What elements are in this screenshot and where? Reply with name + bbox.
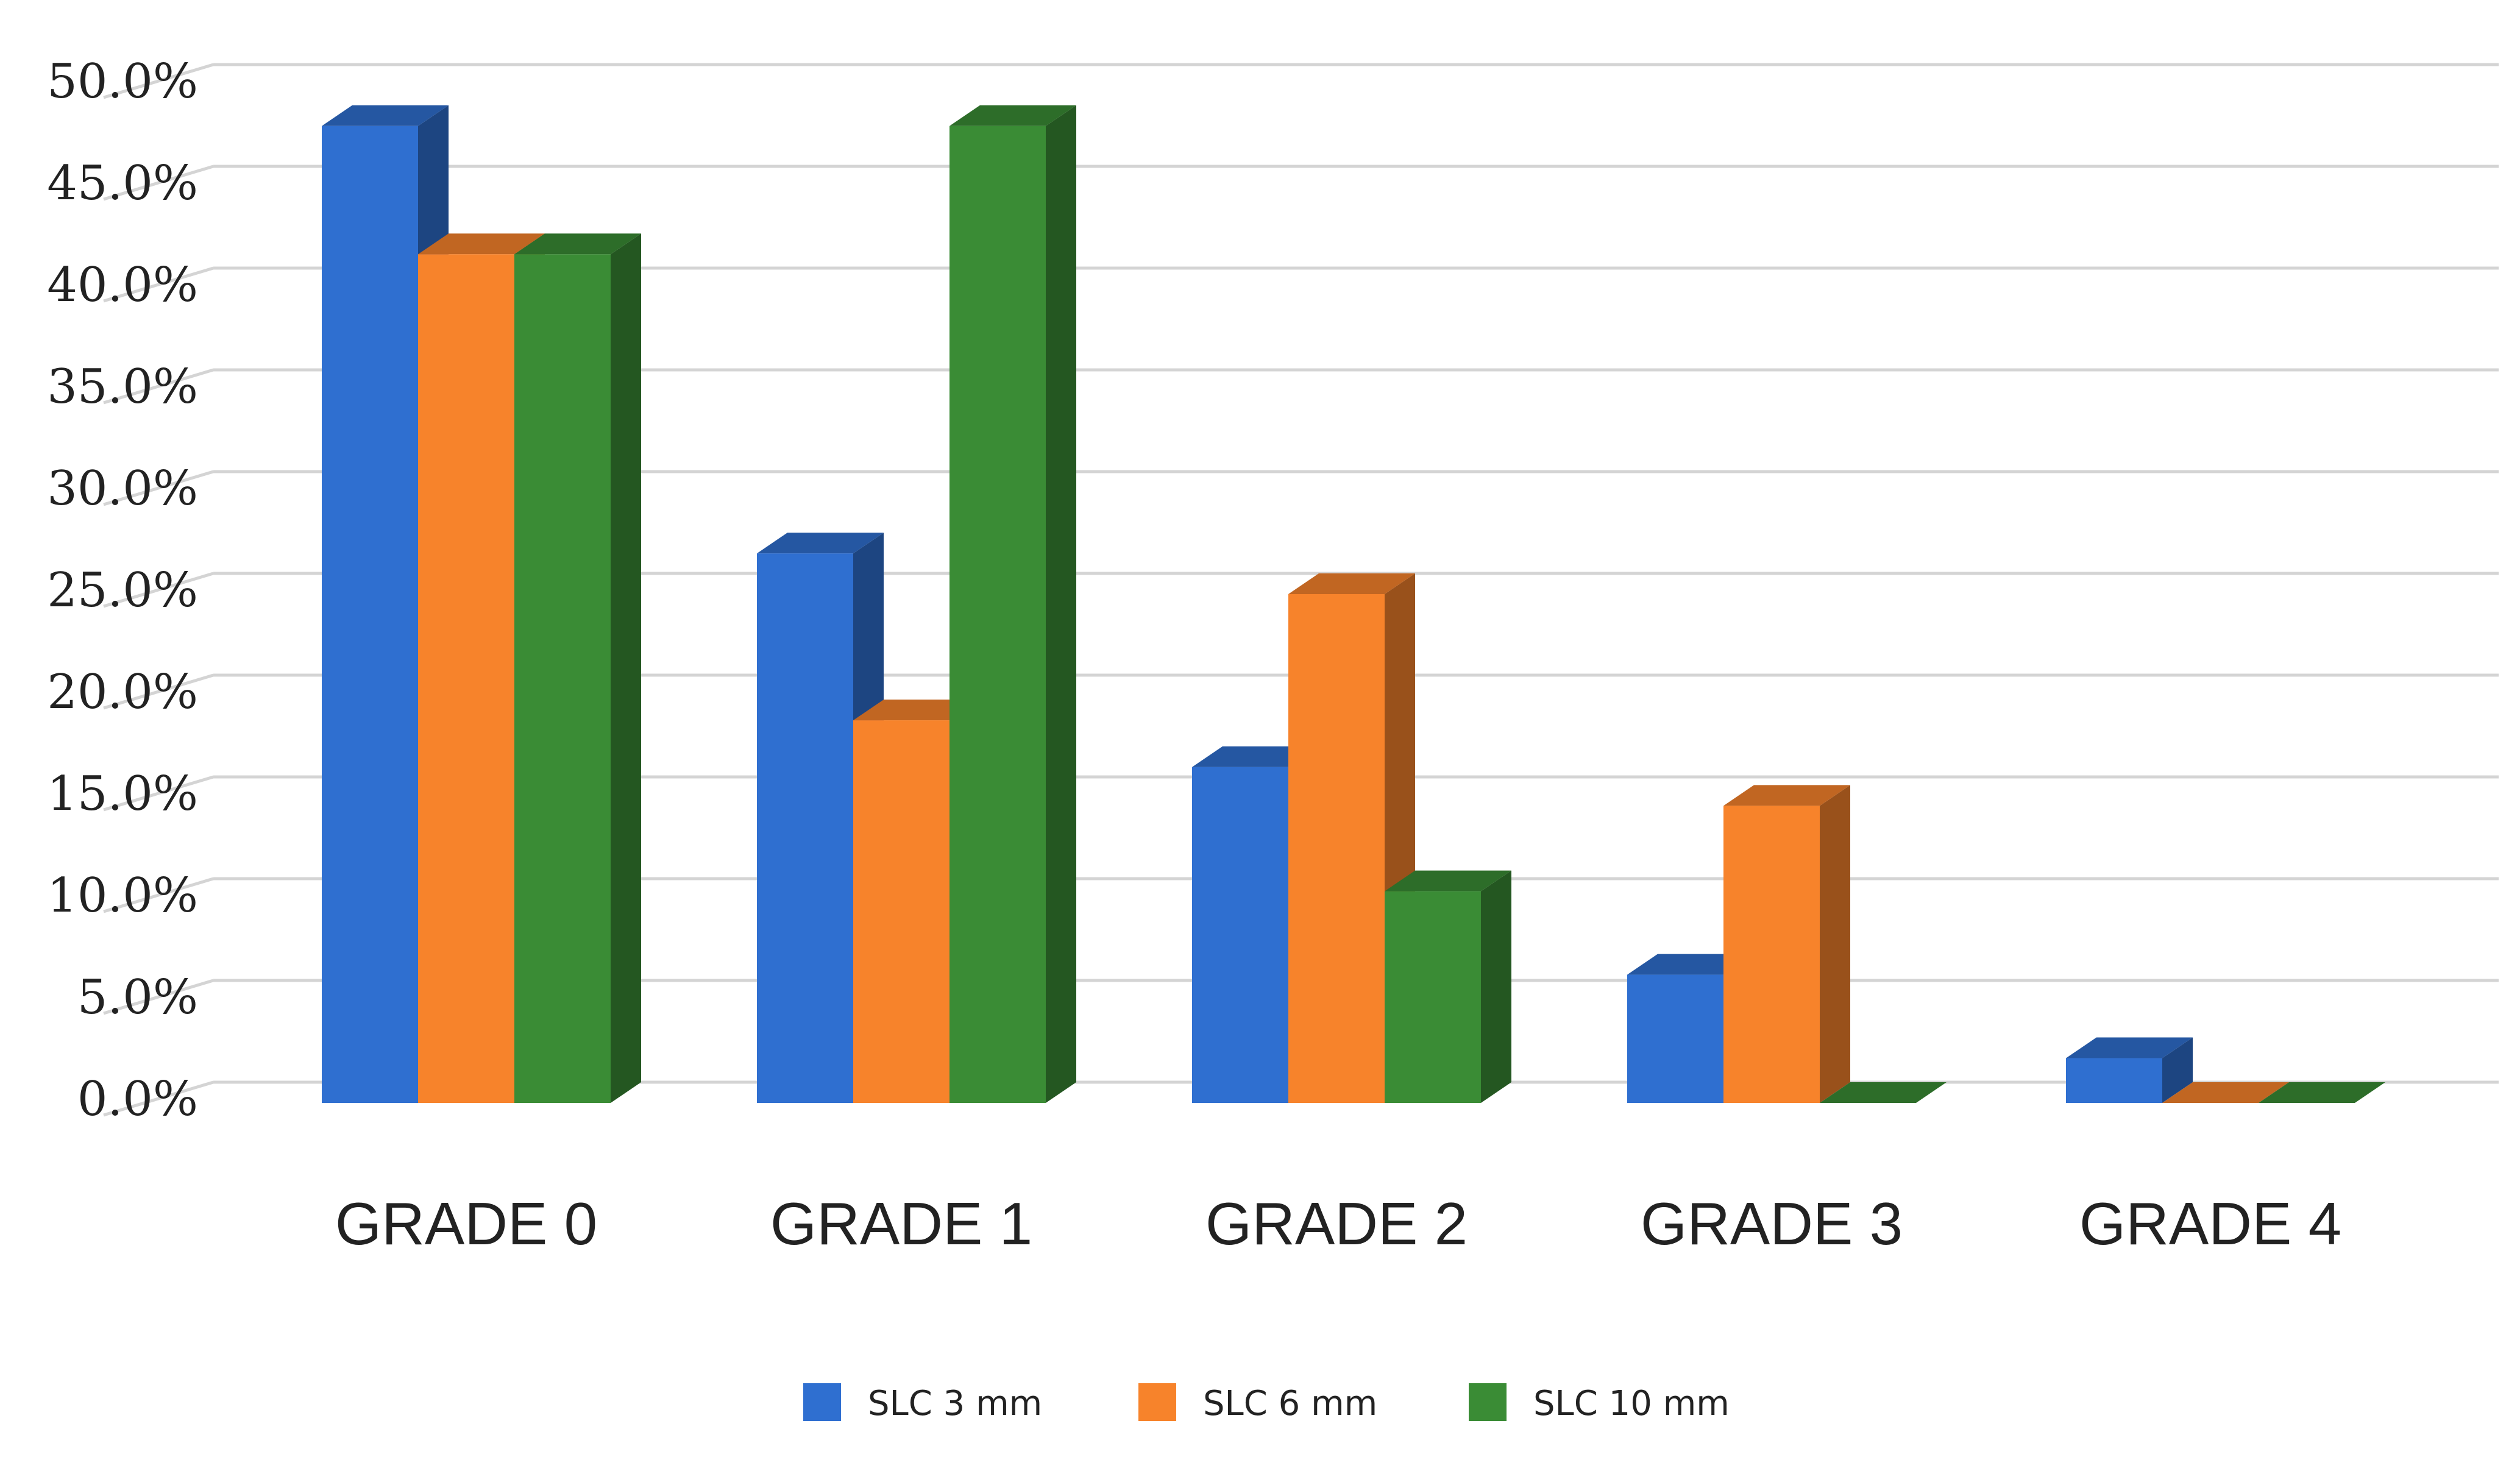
gridline-side (103, 1080, 214, 1117)
x-tick-label: GRADE 3 (1641, 1190, 1903, 1257)
gridline-side (103, 63, 214, 99)
y-tick-label: 10.0% (47, 868, 198, 923)
y-tick-label: 25.0% (47, 563, 198, 618)
bar-top (1192, 746, 1319, 767)
bar-front (418, 254, 514, 1104)
gridline-side (103, 266, 214, 303)
legend-swatch (803, 1383, 841, 1421)
y-tick-label: 35.0% (47, 360, 198, 414)
bar-top (2066, 1037, 2193, 1058)
bar-front (1627, 974, 1723, 1103)
legend-item: SLC 6 mm (1138, 1383, 1377, 1423)
y-tick-label: 50.0% (47, 54, 198, 109)
bar (949, 105, 1076, 1103)
bar-side (1481, 870, 1511, 1103)
bar-top (949, 105, 1076, 126)
y-tick-label: 0.0% (77, 1072, 198, 1127)
bar-front (949, 126, 1046, 1103)
bar-side (2162, 1037, 2193, 1103)
gridline-side (103, 979, 214, 1015)
y-tick-label: 15.0% (47, 767, 198, 821)
gridline-side (103, 165, 214, 201)
bar-top (1723, 785, 1850, 806)
x-axis-tick-labels: GRADE 0 GRADE 1 GRADE 2 GRADE 3 GRADE 4 (335, 1190, 2341, 1257)
bar-top (322, 105, 449, 126)
gridline-side (103, 673, 214, 710)
bar-front (757, 553, 853, 1103)
bar-front (1385, 891, 1481, 1103)
gridline-side (103, 368, 214, 405)
bar-top (514, 233, 641, 255)
legend-swatch (1138, 1383, 1176, 1421)
y-tick-label: 45.0% (47, 156, 198, 211)
bar (2259, 1082, 2385, 1103)
bar-front (1192, 767, 1288, 1103)
bar-front (1288, 594, 1385, 1103)
x-tick-label: GRADE 0 (335, 1190, 597, 1257)
bar-side (611, 233, 641, 1104)
x-tick-label: GRADE 4 (2079, 1190, 2341, 1257)
bar (2066, 1037, 2193, 1103)
y-tick-label: 5.0% (77, 970, 198, 1025)
legend-swatch (1469, 1383, 1507, 1421)
gridline-side (103, 877, 214, 913)
x-tick-label: GRADE 2 (1205, 1190, 1468, 1257)
legend-label: SLC 10 mm (1533, 1384, 1730, 1423)
bar-top (853, 700, 980, 721)
bar-top (1385, 870, 1511, 891)
y-tick-label: 20.0% (47, 665, 198, 720)
bar (2162, 1082, 2289, 1103)
y-tick-label: 30.0% (47, 461, 198, 516)
legend-label: SLC 3 mm (868, 1384, 1042, 1423)
bar-front (514, 254, 611, 1104)
bar (1385, 870, 1511, 1103)
bar-top (1288, 573, 1415, 594)
bar-top (2259, 1082, 2385, 1103)
bar-top (2162, 1082, 2289, 1103)
bar-side (1820, 785, 1850, 1103)
bar (1820, 1082, 1947, 1103)
bar-side (1046, 105, 1076, 1103)
gridline-side (103, 572, 214, 608)
bar-top (757, 533, 884, 554)
bar (1723, 785, 1850, 1103)
legend: SLC 3 mm SLC 6 mm SLC 10 mm (803, 1383, 1730, 1423)
bar-top (1820, 1082, 1947, 1103)
bar-front (1723, 806, 1820, 1103)
legend-item: SLC 3 mm (803, 1383, 1042, 1423)
legend-label: SLC 6 mm (1203, 1384, 1377, 1423)
x-tick-label: GRADE 1 (770, 1190, 1032, 1257)
y-axis-tick-labels: 0.0% 5.0% 10.0% 15.0% 20.0% 25.0% 30.0% 35.0% 40… (47, 54, 198, 1127)
bars (322, 105, 2385, 1104)
y-tick-label: 40.0% (47, 258, 198, 313)
legend-item: SLC 10 mm (1469, 1383, 1730, 1423)
bar-top (418, 233, 545, 255)
bar (514, 233, 641, 1104)
gridline-side (103, 470, 214, 506)
bar-front (853, 720, 949, 1103)
bar-front (322, 126, 418, 1103)
bar-front (2066, 1058, 2162, 1103)
bar-top (1627, 954, 1754, 975)
gridline-side (103, 775, 214, 812)
